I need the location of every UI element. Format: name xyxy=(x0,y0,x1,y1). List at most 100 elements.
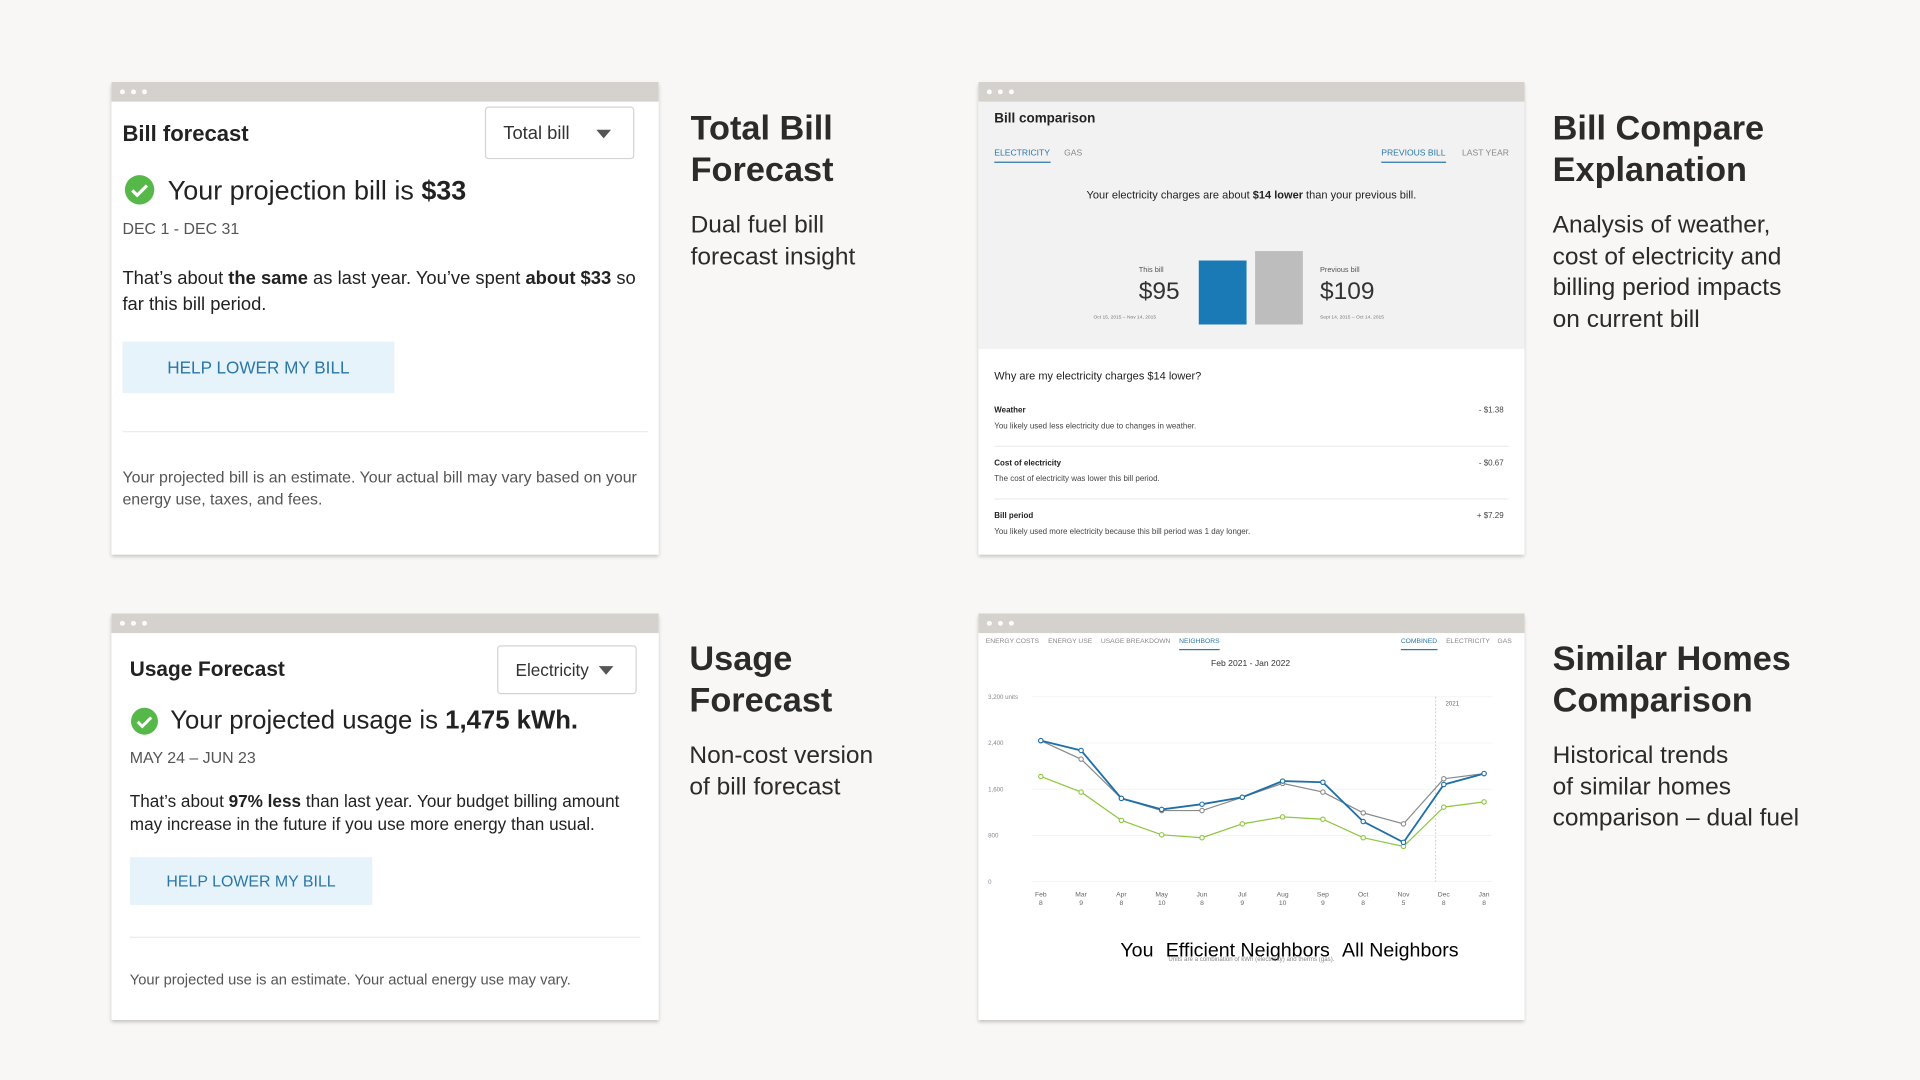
y-tick-label: 2,400 xyxy=(988,740,1004,747)
x-tick-label: Jul 9 xyxy=(1237,891,1247,908)
legend-label: All Neighbors xyxy=(1342,940,1459,962)
mode-tab[interactable]: LAST YEAR xyxy=(1462,149,1509,158)
caption-text-line: of similar homes xyxy=(1552,773,1731,801)
x-tick-label: Jan 8 xyxy=(1478,891,1490,908)
reason-text: You likely used more electricity because… xyxy=(994,527,1251,537)
fuel-tab[interactable]: GAS xyxy=(1497,637,1512,646)
chart-title: Feb 2021 - Jan 2022 xyxy=(1211,660,1291,669)
summary-text: than last year. Your budget billing amou… xyxy=(129,791,620,834)
series-point xyxy=(1441,804,1447,810)
series-point xyxy=(1118,795,1125,802)
series-point xyxy=(1360,810,1366,816)
series-point xyxy=(1400,839,1407,846)
x-tick-label: Nov 5 xyxy=(1397,891,1410,908)
tab[interactable]: ENERGY USE xyxy=(1048,637,1093,646)
headline: Your projection bill is $33 xyxy=(168,175,467,207)
bill-comparison-window: Bill comparison ELECTRICITY GAS PREVIOUS… xyxy=(978,82,1525,555)
caption: Usage Forecast Non-cost version of bill for… xyxy=(689,638,873,803)
bar-label: Previous bill xyxy=(1320,266,1360,275)
caption: Bill Compare Explanation Analysis of weath… xyxy=(1553,108,1782,336)
fuel-tab[interactable]: ELECTRICITY xyxy=(1446,637,1490,646)
series-point xyxy=(1038,773,1044,780)
dropdown[interactable]: Total bill xyxy=(484,106,635,160)
series-point xyxy=(1360,818,1366,825)
caption-title: Bill Compare Explanation xyxy=(1553,108,1782,191)
caption-text-line: forecast insight xyxy=(690,243,856,271)
caption-title: Total Bill Forecast xyxy=(691,108,856,191)
bill-forecast-window: Bill forecast Total bill Your projection… xyxy=(111,82,659,555)
series-point xyxy=(1320,779,1326,786)
comparison-sentence: Your electricity charges are about $14 l… xyxy=(978,189,1524,201)
reason-name: Bill period xyxy=(994,511,1034,521)
series-point xyxy=(1279,778,1286,784)
mode-tab[interactable]: PREVIOUS BILL xyxy=(1381,149,1446,163)
bar-dates: Sept 14, 2015 – Oct 14, 2015 xyxy=(1320,313,1384,320)
series-point xyxy=(1199,801,1205,807)
summary: That’s about 97% less than last year. Yo… xyxy=(130,790,634,837)
series-point xyxy=(1279,814,1286,820)
note: Your projected bill is an estimate. Your… xyxy=(122,467,637,509)
tab[interactable]: GAS xyxy=(1064,149,1083,158)
y-tick-label: 1,600 xyxy=(988,786,1004,793)
card-title: Usage Forecast xyxy=(129,657,285,681)
period: MAY 24 – JUN 23 xyxy=(129,748,256,767)
dropdown-label: Total bill xyxy=(503,122,570,144)
caption-title-line: Forecast xyxy=(690,150,834,189)
series-point xyxy=(1158,832,1165,838)
summary: That’s about the same as last year. You’… xyxy=(122,266,646,317)
summary-emphasis: about $33 xyxy=(525,268,612,289)
series-point xyxy=(1481,770,1487,777)
bar-dates: Oct 15, 2015 – Nov 14, 2015 xyxy=(1093,313,1157,320)
window-bar xyxy=(978,613,1525,634)
series-point xyxy=(1078,789,1084,795)
help-button[interactable]: HELP LOWER MY BILL xyxy=(122,341,395,394)
caption-title-line: Similar Homes xyxy=(1552,639,1791,678)
period: DEC 1 - DEC 31 xyxy=(122,219,240,238)
legend-label: Efficient Neighbors xyxy=(1165,940,1330,962)
series-line xyxy=(1040,739,1485,844)
bar-value-label: $109 xyxy=(1320,277,1375,305)
window-bar xyxy=(978,82,1525,102)
sentence-text: than your previous bill. xyxy=(1302,188,1417,201)
series-point xyxy=(1078,756,1084,762)
tab[interactable]: ELECTRICITY xyxy=(994,149,1051,163)
summary-text: That’s about xyxy=(122,268,229,289)
fuel-tab[interactable]: COMBINED xyxy=(1400,638,1438,651)
window-bar xyxy=(111,613,659,634)
summary-text: so far this bill period. xyxy=(122,268,636,315)
x-tick-label: Apr 8 xyxy=(1116,891,1127,908)
series-point xyxy=(1320,789,1326,795)
bar-label: This bill xyxy=(1138,266,1164,275)
summary-text: as last year. You’ve spent xyxy=(307,268,526,289)
series-point xyxy=(1360,834,1366,841)
tab[interactable]: NEIGHBORS xyxy=(1179,638,1220,651)
reason-name: Weather xyxy=(994,406,1026,416)
legend: You Efficient Neighbors All Neighbors xyxy=(1120,940,1458,962)
y-tick-label: 3,200 units xyxy=(988,694,1018,701)
headline: Your projected usage is 1,475 kWh. xyxy=(170,707,578,736)
x-tick-label: Feb 8 xyxy=(1035,891,1047,908)
reason-name: Cost of electricity xyxy=(994,459,1062,468)
summary-emphasis: 97% less xyxy=(228,791,302,811)
dropdown-label: Electricity xyxy=(515,660,589,680)
series-line xyxy=(1040,775,1485,848)
headline-amount: $33 xyxy=(421,175,467,206)
tab[interactable]: ENERGY COSTS xyxy=(985,637,1040,646)
legend-item: Efficient Neighbors xyxy=(1166,940,1330,961)
reason-text: The cost of electricity was lower this b… xyxy=(994,475,1160,484)
caption-text-line: on current bill xyxy=(1552,305,1700,333)
dropdown[interactable]: Electricity xyxy=(497,645,637,695)
help-button[interactable]: HELP LOWER MY BILL xyxy=(129,857,373,905)
series-point xyxy=(1239,794,1246,801)
tab[interactable]: USAGE BREAKDOWN xyxy=(1100,637,1171,646)
series-point xyxy=(1441,776,1447,782)
caption-title-line: Bill Compare xyxy=(1552,108,1765,147)
x-tick-label: May 10 xyxy=(1155,891,1169,908)
caption-title: Usage Forecast xyxy=(689,638,873,721)
legend-label: You xyxy=(1120,940,1154,962)
card-title: Bill comparison xyxy=(994,111,1096,127)
headline-text: Your projection bill is xyxy=(167,175,422,206)
caption-text-line: Non-cost version xyxy=(689,742,874,769)
reason-amount: - $0.67 xyxy=(1478,459,1504,468)
